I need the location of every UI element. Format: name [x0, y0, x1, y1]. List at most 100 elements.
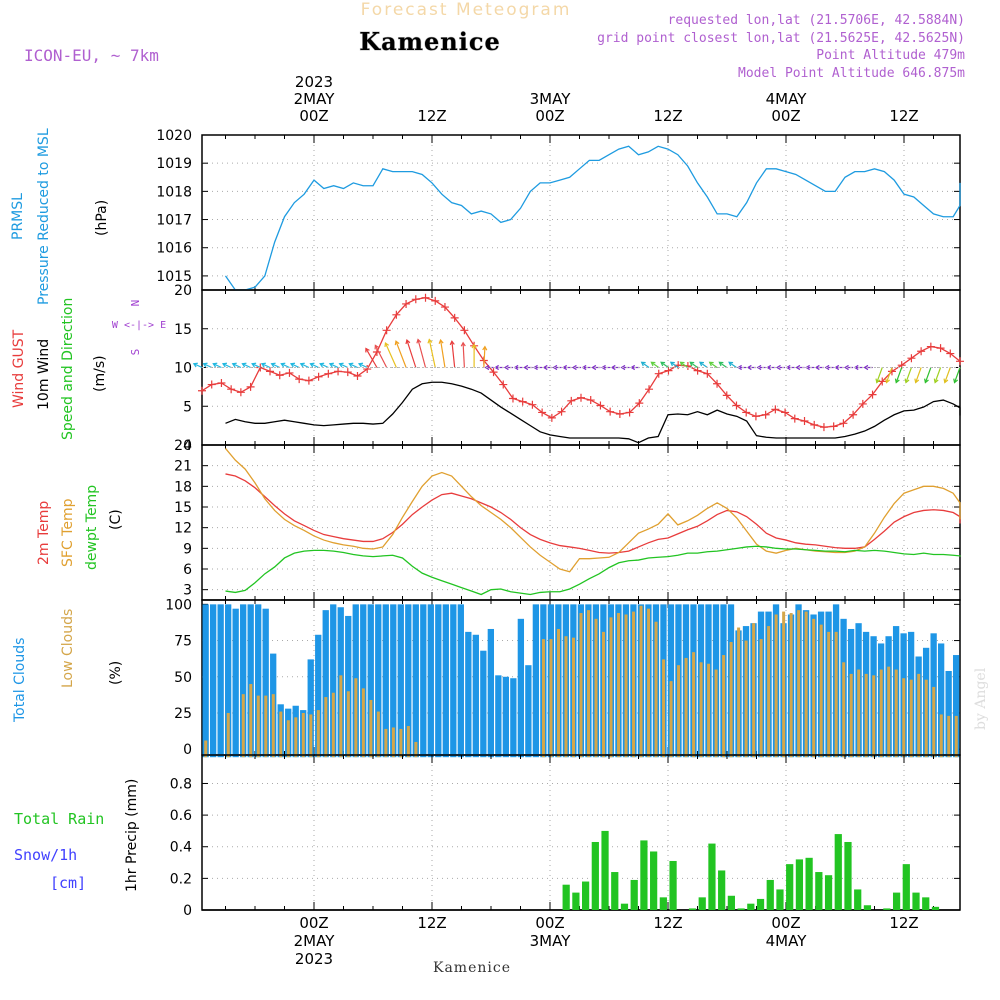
wind-arrow	[251, 363, 261, 369]
wind-arrow-head	[405, 339, 411, 345]
total-cloud-bar	[412, 604, 419, 758]
total-cloud-bar	[495, 675, 502, 758]
clouds-panel: 0 25 50 75 100	[165, 597, 961, 758]
wind-arrow-head	[427, 338, 433, 344]
wind-arrow-head	[357, 362, 364, 368]
wind-arrow	[300, 363, 310, 369]
low-cloud-bar	[887, 666, 891, 758]
rain-bar	[912, 892, 920, 910]
wind-arrow-head	[449, 340, 455, 346]
gust-marker	[771, 405, 780, 414]
wind-arrow-head	[943, 378, 949, 384]
wind-arrow	[281, 363, 290, 369]
wind-arrow	[339, 363, 349, 369]
faded-title: Forecast Meteogram	[361, 0, 572, 20]
rain-bar	[766, 879, 774, 910]
rain-bar	[854, 889, 862, 910]
rain-bar	[562, 884, 570, 910]
pressure-tick-label: 1020	[156, 128, 192, 144]
low-cloud-bar	[939, 714, 943, 758]
wind-arrow-head	[365, 347, 370, 353]
total-cloud-bar	[390, 604, 397, 758]
wind-arrow-head	[571, 364, 577, 371]
total-cloud-bar	[315, 634, 322, 758]
clouds-tick-label: 75	[174, 634, 192, 650]
low-cloud-bar	[594, 618, 598, 758]
top-time-label: 3MAY	[530, 90, 572, 108]
wind-arrow-head	[374, 344, 380, 350]
grid-point-coords: grid point closest lon,lat (21.5625E, 42…	[597, 31, 965, 46]
rain-bar	[756, 898, 765, 910]
low-cloud-bar	[241, 694, 245, 758]
rain-bar	[611, 872, 619, 910]
gust-marker	[917, 347, 926, 356]
pressure-unit: (hPa)	[94, 200, 110, 236]
top-time-label: 4MAY	[766, 90, 808, 108]
low-clouds-label: Low Clouds	[60, 609, 76, 688]
gust-marker	[567, 396, 576, 405]
wind-arrow-head	[552, 364, 558, 371]
snow-label: Snow/1h	[14, 846, 77, 864]
bottom-time-label: 12Z	[417, 914, 446, 932]
total-cloud-bar	[397, 604, 404, 758]
pressure-panel: 1015 1016 1017 1018 1019 1020	[156, 128, 961, 291]
series-dewpt-temp	[225, 545, 961, 596]
total-cloud-bar	[472, 634, 479, 758]
total-clouds-label: Total Clouds	[12, 638, 28, 723]
wind-arrow-head	[460, 341, 466, 347]
gust-marker	[450, 313, 459, 322]
low-cloud-bar	[834, 631, 838, 758]
wind-arrow-head	[348, 362, 354, 368]
clouds-tick-label: 50	[174, 670, 192, 686]
gust-marker	[936, 344, 945, 353]
requested-coords: requested lon,lat (21.5706E, 42.5884N)	[668, 13, 965, 28]
top-time-label: 12Z	[653, 107, 682, 125]
gust-marker	[227, 385, 236, 394]
low-cloud-bar	[556, 628, 560, 758]
total-cloud-bar	[435, 604, 442, 758]
wind-arrow	[384, 342, 397, 368]
temperature-tick-label: 18	[174, 479, 192, 495]
temperature-tick-label: 21	[174, 459, 192, 475]
wind-arrow-head	[824, 364, 830, 371]
low-cloud-bar	[902, 678, 906, 758]
gust-marker	[547, 413, 556, 422]
wind-arrow	[365, 348, 378, 368]
total-cloud-bar	[210, 604, 217, 758]
gust-marker	[781, 408, 790, 417]
wind-arrow-head	[894, 378, 900, 384]
sfc-label: SFC Temp	[60, 498, 76, 567]
gust-marker	[956, 357, 964, 366]
gust-marker	[528, 400, 537, 409]
rain-bar	[718, 870, 726, 910]
total-cloud-bar	[667, 604, 675, 758]
rain-bar	[776, 889, 784, 910]
bottom-time-label: 12Z	[889, 914, 918, 932]
total-cloud-bar	[367, 604, 374, 758]
gust-marker	[392, 310, 401, 319]
rain-bar	[815, 872, 823, 910]
wind-arrow	[719, 361, 728, 368]
wind-arrow-head	[795, 364, 801, 371]
wind-tick-label: 15	[174, 322, 192, 338]
rain-bar	[922, 897, 930, 910]
wind-arrow	[395, 340, 407, 368]
low-cloud-bar	[737, 627, 741, 758]
top-time-label: 2023	[295, 73, 333, 91]
wind-arrow-head	[699, 361, 704, 367]
dewpt-label: dewpt Temp	[84, 485, 100, 570]
rain-bar	[892, 892, 901, 910]
low-cloud-bar	[294, 717, 298, 758]
total-cloud-bar	[502, 676, 510, 758]
low-cloud-bar	[632, 611, 636, 758]
prmsl-label: PRMSL	[10, 193, 26, 240]
station-title: Kamenice	[359, 27, 501, 56]
rain-bar	[591, 841, 599, 910]
total-cloud-bar	[487, 628, 494, 758]
wind-arrow	[417, 339, 427, 368]
series-sfc-temp	[225, 448, 961, 573]
wind-tick-label: 20	[174, 283, 192, 299]
precip-panel: 0 0.2 0.4 0.6 0.8	[170, 754, 961, 919]
low-cloud-bar	[579, 613, 583, 758]
